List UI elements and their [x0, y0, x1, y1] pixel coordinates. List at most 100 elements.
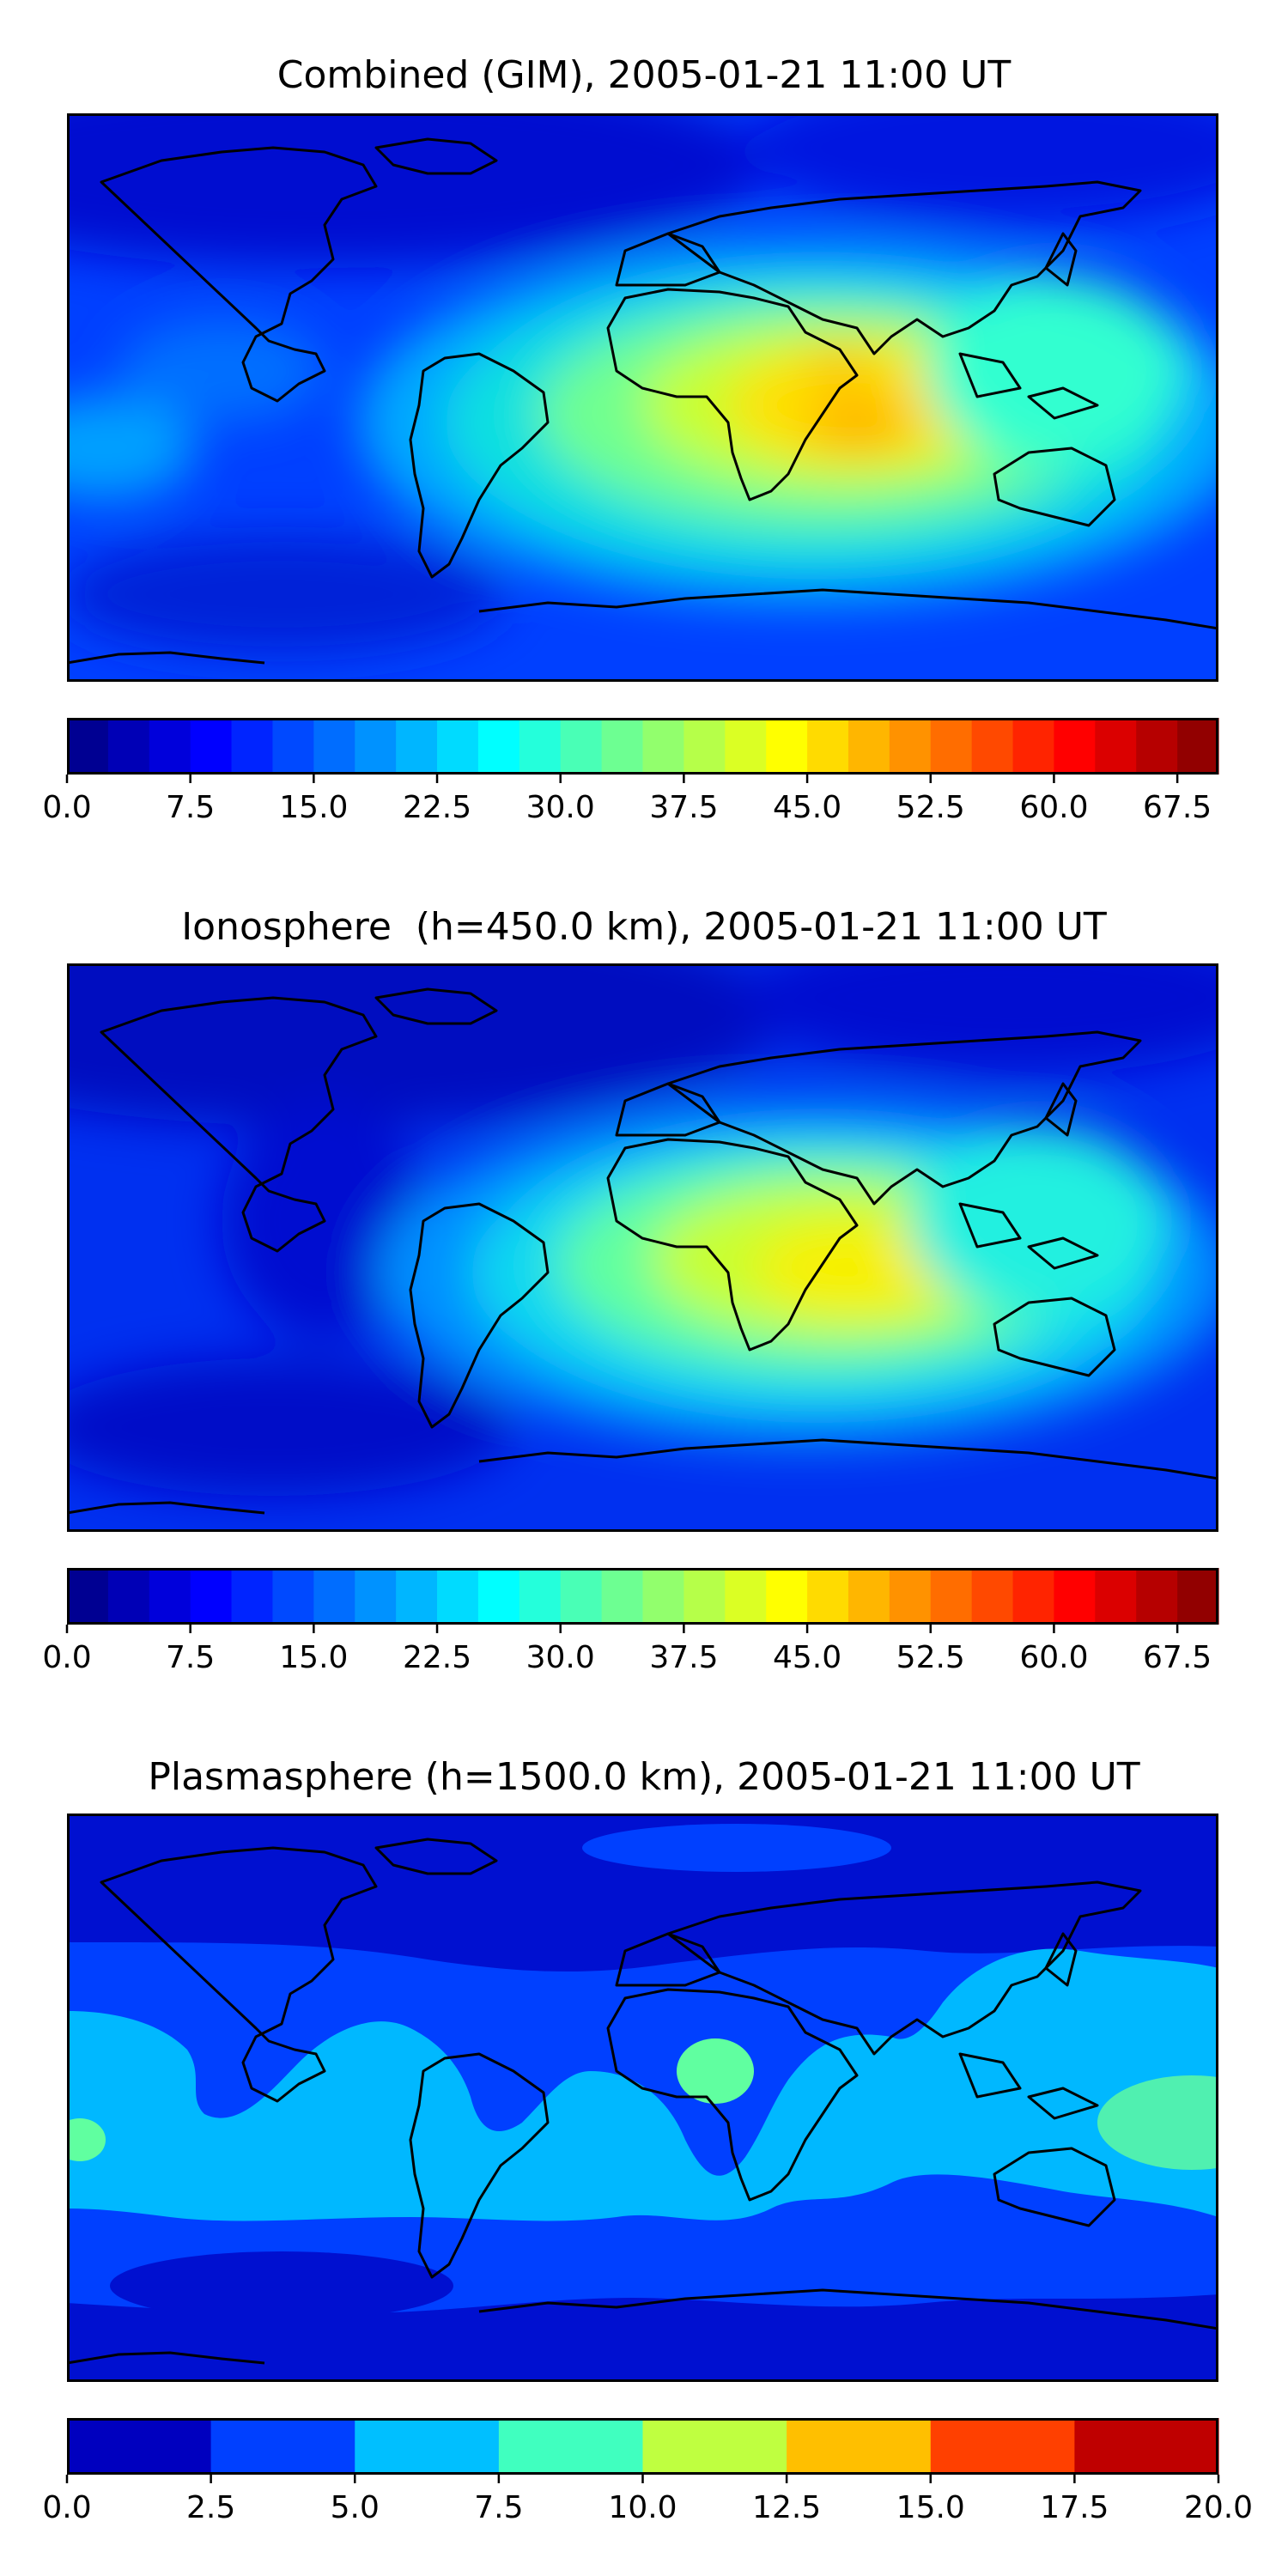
field-contours	[67, 113, 1218, 654]
tec-map-combined[interactable]	[67, 113, 1218, 682]
colorbar-segment	[930, 2418, 1075, 2475]
colorbar-segment	[1095, 718, 1137, 775]
colorbar-tick-label: 67.5	[1143, 1640, 1212, 1675]
colorbar-segment	[519, 1568, 562, 1625]
colorbar-segment	[766, 718, 808, 775]
colorbar-combined: 0.0 7.5 15.0 22.5 30.0 37.5 45.0 52.5 60.0 67.5	[42, 718, 1219, 825]
colorbar-segment	[889, 718, 932, 775]
colorbar-tick-label: 0.0	[42, 790, 91, 825]
colorbar-segment	[807, 718, 849, 775]
colorbar-segment	[67, 1568, 109, 1625]
colorbar-segment	[1095, 1568, 1137, 1625]
colorbar-tick-label: 37.5	[649, 790, 718, 825]
colorbar-segment	[1177, 718, 1219, 775]
colorbar-svg: 0.0 2.5 5.0 7.5 10.0 12.5 15.0 17.5 20.0	[42, 2418, 1253, 2525]
panel-title: Combined (GIM), 2005-01-21 11:00 UT	[276, 53, 1012, 97]
coastlines	[67, 137, 1218, 665]
map-frame	[67, 1814, 1218, 2382]
colorbar-segment	[560, 718, 603, 775]
colorbar-frame	[67, 2418, 1218, 2475]
colorbar-tick-label: 0.0	[42, 2490, 91, 2525]
field-contours	[67, 1814, 1218, 2382]
colorbar-tick-label: 30.0	[526, 1640, 595, 1675]
colorbar-segment	[190, 1568, 233, 1625]
colorbar-segment	[848, 1568, 890, 1625]
colorbar-segment	[190, 718, 233, 775]
colorbar-segment	[149, 1568, 191, 1625]
colorbar-segment	[848, 718, 890, 775]
colorbar-segment	[231, 718, 274, 775]
colorbar-segment	[971, 718, 1014, 775]
colorbar-segment	[272, 718, 314, 775]
colorbar-tick-label: 22.5	[403, 790, 471, 825]
colorbar-segment	[210, 2418, 355, 2475]
colorbar-segment	[889, 1568, 932, 1625]
colorbar-segment	[1177, 1568, 1219, 1625]
colorbar-segment	[1074, 2418, 1219, 2475]
colorbar-tick-label: 17.5	[1040, 2490, 1109, 2525]
colorbar-segment	[560, 1568, 603, 1625]
colorbar-tick-label: 37.5	[649, 1640, 718, 1675]
colorbar-tick-label: 67.5	[1143, 790, 1212, 825]
colorbar-segment	[807, 1568, 849, 1625]
colorbar-segment	[971, 1568, 1014, 1625]
colorbar-segment	[601, 1568, 644, 1625]
colorbar-tick-label: 12.5	[752, 2490, 821, 2525]
colorbar-tick-label: 7.5	[166, 1640, 215, 1675]
map-frame	[67, 113, 1218, 682]
colorbar-segment	[642, 1568, 684, 1625]
colorbar-segment	[1136, 1568, 1178, 1625]
colorbar-segment	[313, 718, 355, 775]
colorbar-segment	[272, 1568, 314, 1625]
colorbar-tick-label: 45.0	[773, 1640, 841, 1675]
colorbar-segment	[683, 1568, 726, 1625]
coastlines	[67, 1838, 1218, 2365]
colorbar-svg: 0.0 7.5 15.0 22.5 30.0 37.5 45.0 52.5 60.0 67.5	[42, 1568, 1219, 1675]
colorbar-segment	[477, 718, 520, 775]
panel-title: Plasmasphere (h=1500.0 km), 2005-01-21 1…	[148, 1755, 1140, 1799]
colorbar-segment	[498, 2418, 644, 2475]
colorbar-segment	[766, 1568, 808, 1625]
colorbar-segment	[231, 1568, 274, 1625]
colorbar-segment	[437, 718, 479, 775]
colorbar-tick-label: 60.0	[1019, 790, 1088, 825]
colorbar-tick-label: 0.0	[42, 1640, 91, 1675]
colorbar-tick-label: 22.5	[403, 1640, 471, 1675]
colorbar-segment	[601, 718, 644, 775]
colorbar-segment	[396, 1568, 438, 1625]
colorbar-frame	[67, 1568, 1218, 1625]
colorbar-tick-label: 45.0	[773, 790, 841, 825]
colorbar-segment	[1054, 1568, 1096, 1625]
colorbar-segment	[396, 718, 438, 775]
colorbar-tick-label: 7.5	[166, 790, 215, 825]
colorbar-segment	[313, 1568, 355, 1625]
colorbar-tick-label: 60.0	[1019, 1640, 1088, 1675]
colorbar-segment	[787, 2418, 932, 2475]
colorbar-tick-label: 7.5	[474, 2490, 523, 2525]
colorbar-segment	[725, 718, 767, 775]
coastlines	[67, 987, 1218, 1515]
colorbar-ionosphere: 0.0 7.5 15.0 22.5 30.0 37.5 45.0 52.5 60.0 67.5	[42, 1568, 1219, 1675]
tec-map-ionosphere[interactable]	[67, 963, 1218, 1532]
colorbar-segment	[107, 718, 150, 775]
colorbar-tick-label: 52.5	[896, 1640, 965, 1675]
panel-title: Ionosphere (h=450.0 km), 2005-01-21 11:0…	[181, 905, 1107, 949]
map-frame	[67, 963, 1218, 1532]
colorbar-tick-label: 2.5	[186, 2490, 235, 2525]
colorbar-segment	[355, 1568, 397, 1625]
colorbar-segment	[355, 718, 397, 775]
colorbar-plasmasphere: 0.0 2.5 5.0 7.5 10.0 12.5 15.0 17.5 20.0	[42, 2418, 1253, 2525]
colorbar-tick-label: 20.0	[1184, 2490, 1253, 2525]
colorbar-segment	[642, 2418, 787, 2475]
colorbar-segment	[930, 718, 973, 775]
colorbar-svg: 0.0 7.5 15.0 22.5 30.0 37.5 45.0 52.5 60.0 67.5	[42, 718, 1219, 825]
colorbar-segment	[1054, 718, 1096, 775]
colorbar-segment	[1012, 1568, 1055, 1625]
colorbar-segment	[67, 2418, 212, 2475]
colorbar-tick-label: 30.0	[526, 790, 595, 825]
colorbar-segment	[355, 2418, 500, 2475]
colorbar-segment	[725, 1568, 767, 1625]
colorbar-tick-label: 52.5	[896, 790, 965, 825]
tec-map-plasmasphere[interactable]	[67, 1814, 1218, 2382]
colorbar-segment	[930, 1568, 973, 1625]
